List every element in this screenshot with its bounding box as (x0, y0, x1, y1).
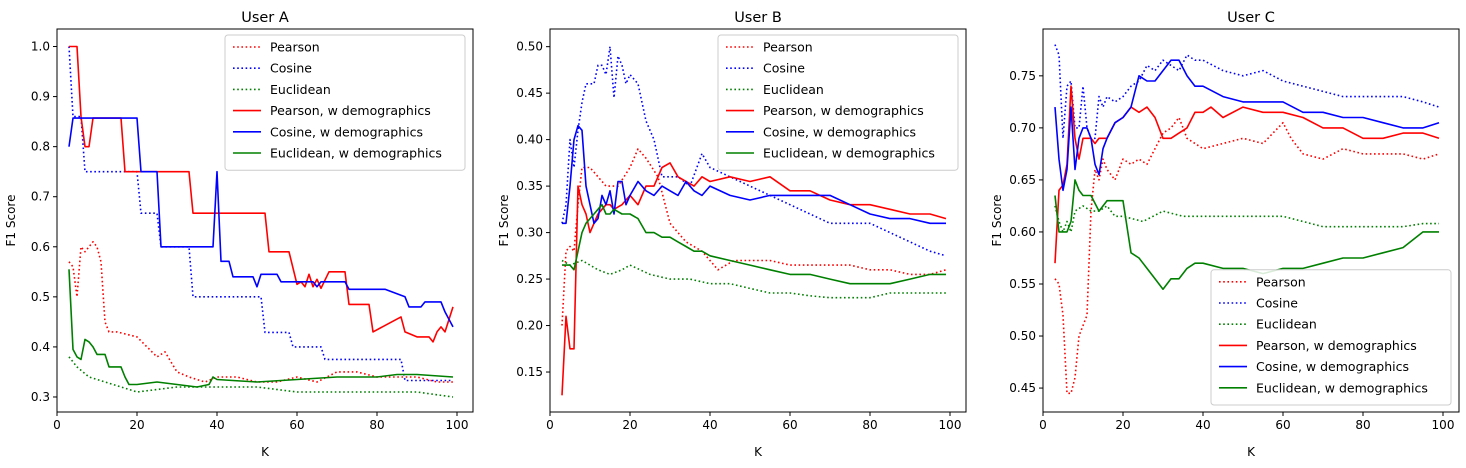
legend-label: Pearson, w demographics (1256, 338, 1417, 353)
chart-title: User B (734, 10, 782, 26)
chart-title: User C (1227, 10, 1275, 26)
y-tick-label: 0.8 (31, 140, 50, 154)
legend: Pearson Cosine Euclidean Pearson, w demogra… (224, 34, 466, 171)
y-axis-label: F1 Score (497, 195, 511, 247)
x-tick-label: 80 (369, 418, 384, 432)
x-axis-label: K (754, 445, 763, 459)
y-tick-label: 0.9 (31, 90, 50, 104)
y-tick-label: 0.6 (31, 240, 50, 254)
y-tick-label: 0.65 (1009, 173, 1036, 187)
x-tick-label: 60 (289, 418, 304, 432)
legend-label: Euclidean (1256, 317, 1317, 332)
x-tick-label: 100 (446, 418, 469, 432)
y-tick-label: 0.3 (31, 390, 50, 404)
legend-label: Pearson, w demographics (270, 103, 431, 118)
legend-label: Pearson (1256, 274, 1306, 289)
y-tick-label: 0.45 (516, 86, 543, 100)
y-tick-label: 0.50 (1009, 329, 1036, 343)
plot-frame (56, 28, 474, 413)
legend-label: Pearson, w demographics (763, 103, 924, 118)
x-tick-label: 40 (209, 418, 224, 432)
x-tick-label: 80 (862, 418, 877, 432)
x-tick-label: 80 (1355, 418, 1370, 432)
y-tick-label: 0.70 (1009, 121, 1036, 135)
x-tick-label: 40 (702, 418, 717, 432)
legend-label: Cosine, w demographics (1256, 359, 1409, 374)
panel-2: User B 0 20 40 60 80 100 0.15 0.20 0.25 0.30 0.35 0.… (497, 10, 967, 459)
legend: Pearson Cosine Euclidean Pearson, w demogra… (1210, 269, 1452, 406)
series-line-pearson (561, 148, 947, 326)
y-axis-label: F1 Score (990, 195, 1004, 247)
series-line-cosine (561, 45, 947, 257)
x-tick-label: 60 (1275, 418, 1290, 432)
series-line-euclidean (68, 356, 454, 398)
series-line-cosine-w-demographics (562, 124, 946, 225)
legend-box (717, 34, 959, 171)
y-tick-label: 1.0 (31, 40, 50, 54)
panel-1: User A 0 20 40 60 80 100 0.3 0.4 0.5 0.6 0.7 0.8 0.9 1… (4, 10, 474, 459)
x-tick-label: 40 (1195, 418, 1210, 432)
y-tick-label: 0.45 (1009, 381, 1036, 395)
x-tick-label: 100 (1432, 418, 1455, 432)
y-tick-label: 0.75 (1009, 69, 1036, 83)
legend-label: Cosine, w demographics (763, 124, 916, 139)
y-tick-label: 0.60 (1009, 225, 1036, 239)
series-line-cosine (1054, 44, 1440, 140)
series-line-euclidean-w-demographics (562, 203, 946, 285)
series-line-euclidean-w-demographics (1054, 179, 1439, 291)
y-tick-label: 0.7 (31, 190, 50, 204)
plot-frame (549, 28, 967, 413)
legend-label: Pearson (763, 40, 813, 55)
y-tick-label: 0.15 (516, 365, 543, 379)
series-line-euclidean-w-demographics (68, 269, 454, 388)
y-tick-label: 0.35 (516, 179, 543, 193)
legend-box (1210, 269, 1452, 406)
legend-label: Cosine, w demographics (270, 124, 423, 139)
y-tick-label: 0.55 (1009, 277, 1036, 291)
x-tick-label: 0 (1039, 418, 1047, 432)
series-line-pearson (68, 241, 453, 383)
series-line-pearson (1054, 116, 1440, 395)
x-tick-label: 20 (622, 418, 637, 432)
x-tick-label: 20 (1115, 418, 1130, 432)
x-tick-label: 0 (53, 418, 61, 432)
legend-label: Euclidean (270, 82, 331, 97)
legend-label: Euclidean, w demographics (763, 146, 935, 161)
series-line-cosine (68, 46, 453, 382)
x-tick-label: 20 (129, 418, 144, 432)
legend-box (224, 34, 466, 171)
legend: Pearson Cosine Euclidean Pearson, w demogra… (717, 34, 959, 171)
legend-label: Euclidean, w demographics (270, 146, 442, 161)
legend-label: Euclidean (763, 82, 824, 97)
y-tick-label: 0.25 (516, 272, 543, 286)
chart-title: User A (241, 10, 289, 26)
series-line-cosine-w-demographics (1054, 59, 1440, 192)
series-line-pearson-w-demographics (1054, 85, 1440, 264)
x-tick-label: 60 (782, 418, 797, 432)
y-tick-label: 0.40 (516, 133, 543, 147)
y-tick-label: 0.5 (31, 290, 50, 304)
y-tick-label: 0.4 (31, 340, 50, 354)
legend-label: Cosine (270, 61, 312, 76)
x-axis-label: K (261, 445, 270, 459)
legend-label: Cosine (763, 61, 805, 76)
x-axis-label: K (1247, 445, 1256, 459)
y-tick-label: 0.30 (516, 226, 543, 240)
series-line-euclidean (1054, 205, 1439, 233)
plot-frame (1042, 28, 1460, 413)
series-line-euclidean (561, 259, 946, 299)
y-tick-label: 0.50 (516, 40, 543, 54)
y-axis-label: F1 Score (4, 195, 18, 247)
series-line-pearson-w-demographics (561, 162, 947, 396)
panel-3: User C 0 20 40 60 80 100 0.45 0.50 0.55 0.60 0.65 0.… (990, 10, 1460, 459)
x-tick-label: 0 (546, 418, 554, 432)
legend-label: Cosine (1256, 296, 1298, 311)
x-tick-label: 100 (939, 418, 962, 432)
y-tick-label: 0.20 (516, 319, 543, 333)
legend-label: Euclidean, w demographics (1256, 380, 1428, 395)
series-line-cosine-w-demographics (68, 117, 454, 328)
legend-label: Pearson (270, 40, 320, 55)
